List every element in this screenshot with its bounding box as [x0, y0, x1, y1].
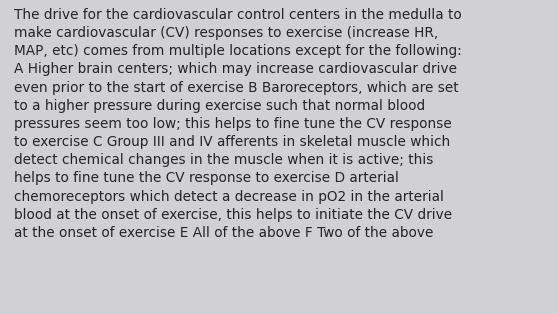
Text: The drive for the cardiovascular control centers in the medulla to
make cardiova: The drive for the cardiovascular control…: [14, 8, 461, 240]
